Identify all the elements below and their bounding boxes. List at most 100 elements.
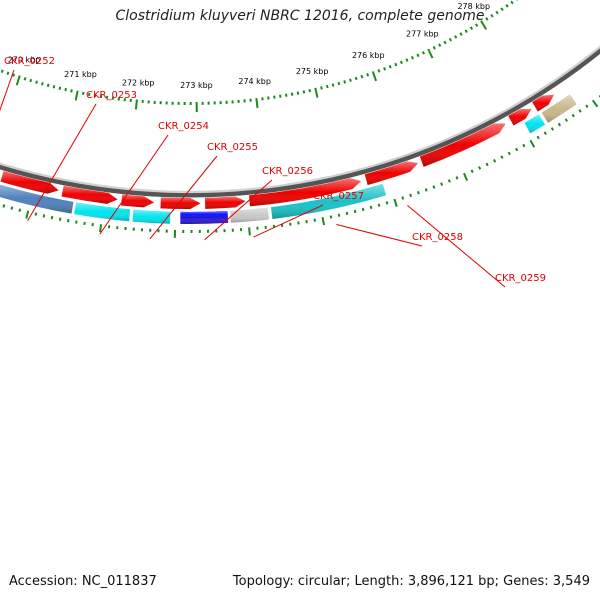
cds-arrow-shade	[61, 185, 118, 204]
outer-tick	[478, 166, 482, 170]
outer-tick	[321, 216, 326, 226]
cds-arrow-shade	[121, 194, 155, 208]
gene-leader-line	[27, 103, 97, 222]
outer-tick	[353, 209, 357, 214]
outer-tick	[432, 185, 436, 189]
outer-tick	[440, 182, 444, 186]
gene-label-ckr_0253[interactable]: CKR_0253	[86, 90, 137, 101]
minor-tick	[421, 51, 425, 55]
gene-block-ckr_0254-shade	[74, 202, 131, 222]
outer-tick	[67, 219, 70, 223]
outer-tick	[361, 207, 365, 212]
gene-leader-line	[336, 224, 423, 247]
minor-tick	[432, 45, 436, 50]
tick-label: 278 kbp	[457, 2, 490, 11]
minor-tick	[443, 40, 447, 45]
outer-tick	[2, 204, 6, 208]
backbone-line	[0, 47, 600, 198]
minor-tick	[343, 80, 347, 84]
minor-tick	[308, 88, 312, 93]
cds-track	[0, 94, 555, 209]
minor-tick	[394, 62, 398, 67]
minor-tick	[23, 77, 27, 81]
minor-tick	[320, 86, 323, 90]
minor-tick	[459, 32, 463, 36]
minor-tick	[52, 85, 56, 89]
minor-tick	[448, 37, 452, 42]
minor-tick	[58, 86, 62, 90]
tick-label: 272 kbp	[122, 79, 155, 88]
outer-tick	[50, 215, 54, 220]
cds-arrow-shade	[160, 197, 201, 209]
minor-tick	[505, 4, 509, 8]
minor-tick	[12, 73, 16, 77]
major-tick	[255, 97, 259, 109]
minor-tick	[469, 26, 474, 30]
minor-tick	[485, 17, 489, 21]
outer-tick	[99, 224, 103, 233]
cds-arrow-shade	[508, 108, 532, 126]
outer-tick	[42, 214, 46, 218]
minor-tick	[510, 0, 514, 5]
gene-leader-line	[0, 69, 15, 112]
gene-label-ckr_0256[interactable]: CKR_0256	[262, 166, 313, 177]
outer-tick	[416, 190, 420, 195]
outer-tick	[305, 219, 308, 224]
outer-tick	[329, 215, 333, 219]
minor-tick	[410, 55, 414, 60]
major-tick	[134, 99, 138, 110]
outer-tick	[345, 211, 349, 216]
outer-tick	[522, 143, 526, 148]
minor-tick	[46, 83, 50, 88]
gene-block-ckr_0253-shade	[0, 184, 74, 214]
minor-tick	[377, 69, 381, 73]
gene-label-ckr_0255[interactable]: CKR_0255	[207, 142, 258, 153]
outer-tick	[536, 135, 540, 140]
gene-leader-line	[99, 134, 169, 235]
minor-tick	[383, 67, 387, 71]
major-tick	[74, 90, 79, 101]
gene-label-ckr_0257[interactable]: CKR_0257	[313, 191, 364, 202]
minor-tick	[82, 91, 85, 95]
minor-tick	[495, 10, 499, 15]
gene-label-ckr_0254[interactable]: CKR_0254	[158, 121, 209, 132]
outer-tick	[18, 208, 22, 212]
backbone	[0, 45, 600, 198]
outer-tick	[507, 151, 511, 156]
minor-tick	[331, 83, 335, 87]
minor-tick	[93, 93, 97, 98]
outer-tick	[564, 118, 569, 122]
minor-tick	[405, 58, 409, 62]
cds-arrow-shade	[419, 123, 506, 167]
cds-arrow-shade	[204, 196, 246, 209]
gene-label-ckr_0259[interactable]: CKR_0259	[495, 273, 546, 284]
outer-tick	[550, 127, 555, 131]
outer-tick	[34, 212, 38, 216]
minor-tick	[366, 73, 370, 77]
minor-tick	[284, 93, 288, 97]
tick-label: 274 kbp	[238, 77, 271, 86]
minor-tick	[70, 89, 73, 93]
gene-label-ckr_0258[interactable]: CKR_0258	[412, 232, 463, 243]
outer-tick	[571, 113, 575, 118]
outer-tick	[463, 172, 469, 182]
minor-tick	[349, 78, 352, 82]
major-tick	[480, 20, 488, 30]
gene-label-ckr_0252[interactable]: CKR_0252	[4, 56, 55, 67]
tick-label: 277 kbp	[406, 29, 439, 38]
minor-tick	[490, 13, 494, 18]
outer-tick	[409, 193, 413, 198]
minor-tick	[475, 23, 479, 27]
minor-tick	[454, 35, 458, 39]
outer-tick	[470, 169, 474, 174]
minor-tick	[500, 7, 504, 12]
tick-label: 275 kbp	[296, 67, 329, 76]
outer-tick	[485, 162, 489, 167]
outer-tick	[313, 218, 316, 222]
gene-block-ckr-0256-lower-shade	[180, 210, 228, 218]
accession-text: Accession: NC_011837	[9, 574, 157, 589]
minor-tick	[296, 91, 300, 95]
outer-tick	[591, 99, 599, 108]
outer-tick	[385, 201, 389, 205]
cds-arrow-shade	[249, 178, 362, 207]
